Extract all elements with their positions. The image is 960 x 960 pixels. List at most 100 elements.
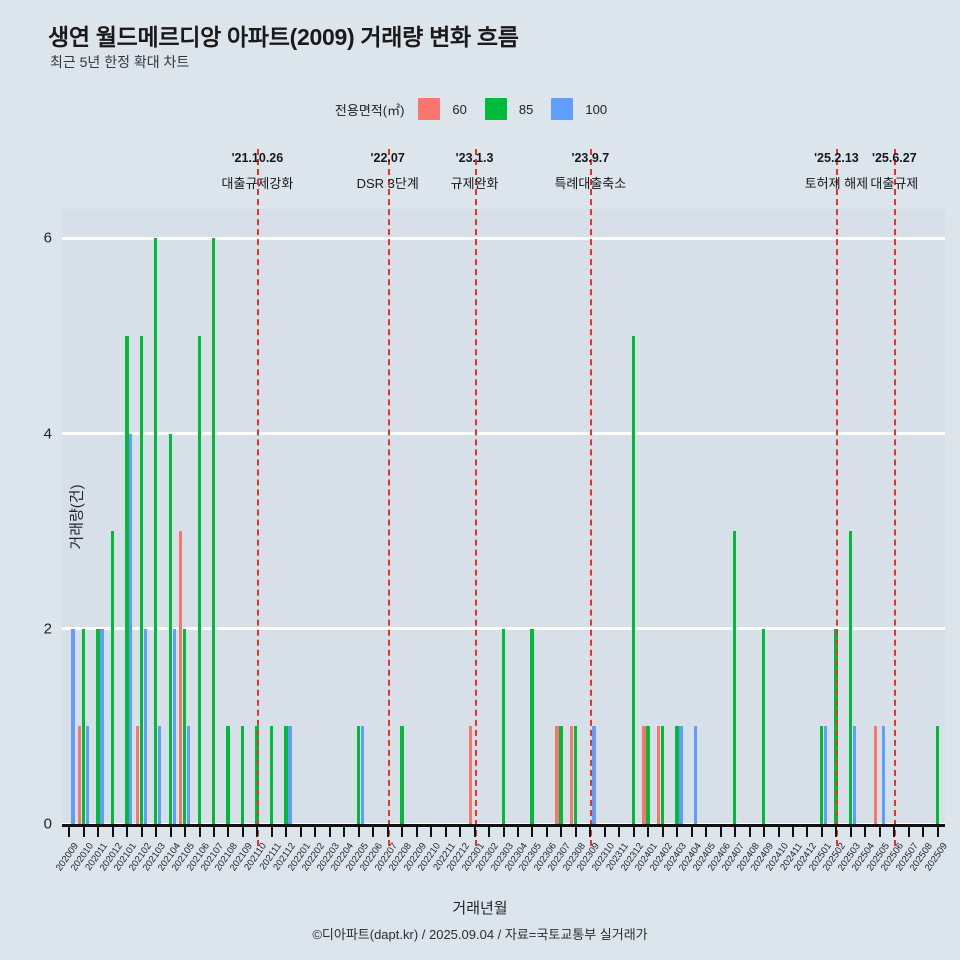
event-text-202309: 특례대출축소 (554, 176, 627, 191)
x-tick (531, 824, 534, 837)
bar[interactable] (935, 726, 940, 824)
bar[interactable] (848, 531, 853, 824)
bar[interactable] (96, 628, 100, 824)
bar[interactable] (852, 726, 857, 824)
bar[interactable] (592, 726, 596, 824)
x-tick (430, 824, 433, 837)
bar[interactable] (559, 726, 563, 824)
bar[interactable] (679, 726, 683, 824)
bar[interactable] (675, 726, 679, 824)
x-tick (473, 824, 476, 837)
bar[interactable] (284, 726, 288, 824)
x-tick (661, 824, 664, 837)
x-tick (169, 824, 172, 837)
bar[interactable] (660, 726, 665, 824)
footer-credit: ©디아파트(dapt.kr) / 2025.09.04 / 자료=국토교통부 실… (312, 927, 648, 942)
legend-label-60: 60 (452, 101, 467, 117)
bar[interactable] (356, 726, 361, 824)
legend-item-60[interactable]: 60 (418, 98, 467, 120)
event-date-202309: '23.9.7 (571, 151, 610, 165)
bar[interactable] (762, 628, 766, 824)
x-tick (111, 824, 114, 837)
bar[interactable] (143, 628, 147, 824)
bar[interactable] (110, 531, 115, 824)
x-tick (270, 824, 273, 837)
x-tick (401, 824, 404, 837)
x-tick (748, 824, 751, 837)
legend-swatch-100 (551, 98, 574, 120)
bar[interactable] (179, 531, 183, 824)
bar[interactable] (555, 726, 559, 824)
y-tick-label: 6 (43, 229, 52, 247)
bar[interactable] (733, 531, 737, 824)
bar[interactable] (125, 335, 129, 824)
event-text-202207: DSR 3단계 (356, 176, 419, 191)
bar[interactable] (212, 238, 216, 824)
x-tick (574, 824, 577, 837)
bar[interactable] (693, 726, 697, 824)
x-axis: 202009 202010 202011 202012 202101 202102 2021… (54, 824, 950, 873)
bar[interactable] (569, 726, 574, 824)
bar[interactable] (881, 726, 886, 824)
bar[interactable] (77, 726, 82, 824)
bar[interactable] (646, 726, 650, 824)
bar[interactable] (642, 726, 646, 824)
bar[interactable] (135, 726, 140, 824)
bar[interactable] (530, 628, 534, 824)
bar[interactable] (187, 726, 191, 824)
x-tick (705, 824, 708, 837)
bar[interactable] (360, 726, 365, 824)
x-tick (516, 824, 519, 837)
x-tick (68, 824, 71, 837)
bar[interactable] (501, 628, 505, 824)
legend-label-100: 100 (585, 101, 608, 117)
legend-swatch-60 (418, 98, 441, 120)
bar[interactable] (226, 726, 230, 824)
bar[interactable] (81, 628, 86, 824)
x-tick (893, 824, 896, 837)
bar[interactable] (172, 628, 176, 824)
bar[interactable] (255, 726, 259, 824)
bar[interactable] (631, 335, 636, 824)
bar[interactable] (873, 726, 878, 824)
bar[interactable] (288, 726, 292, 824)
bar[interactable] (240, 726, 245, 824)
x-axis-label: 거래년월 (452, 900, 508, 917)
bar[interactable] (197, 335, 201, 824)
x-tick (198, 824, 201, 837)
bar[interactable] (85, 726, 90, 824)
bar[interactable] (400, 726, 404, 824)
x-tick (690, 824, 693, 837)
bar[interactable] (819, 726, 824, 824)
event-line-202502 (836, 149, 839, 846)
bar[interactable] (71, 628, 75, 824)
bar[interactable] (656, 726, 661, 824)
bar[interactable] (154, 238, 158, 824)
bar[interactable] (183, 628, 187, 824)
bar[interactable] (573, 726, 578, 824)
x-tick (835, 824, 838, 837)
plot-area: 거래량(건) 0 2 4 6 '21.10.26 대출규제강화 '22.07 DSR 3단계 '… (44, 149, 945, 846)
legend-title: 전용면적(㎡) (334, 102, 405, 118)
x-tick (936, 824, 939, 837)
x-tick (820, 824, 823, 837)
x-tick (603, 824, 606, 837)
x-tick (734, 824, 737, 837)
bar[interactable] (168, 433, 172, 824)
bar[interactable] (139, 335, 143, 824)
legend-item-85[interactable]: 85 (484, 98, 533, 120)
bar[interactable] (158, 726, 162, 824)
bar[interactable] (269, 726, 274, 824)
bar[interactable] (823, 726, 828, 824)
x-tick (922, 824, 925, 837)
bar[interactable] (129, 433, 133, 824)
bar[interactable] (834, 628, 838, 824)
bar[interactable] (468, 726, 472, 824)
x-tick (314, 824, 317, 837)
legend-item-100[interactable]: 100 (551, 98, 607, 120)
bar[interactable] (100, 628, 104, 824)
x-tick (632, 824, 635, 837)
event-line-202309 (590, 149, 593, 846)
x-tick (459, 824, 462, 837)
